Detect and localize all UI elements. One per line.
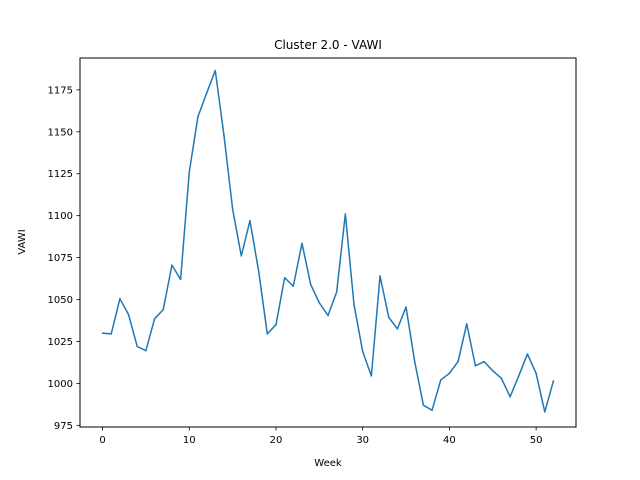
x-tick-label: 30 (356, 435, 369, 446)
x-axis-label: Week (314, 458, 342, 469)
x-tick-label: 0 (99, 435, 105, 446)
data-point (457, 360, 459, 363)
data-point (552, 380, 555, 382)
y-tick-label: 1000 (48, 379, 73, 390)
data-point (422, 404, 425, 406)
data-point (197, 115, 199, 118)
data-point (153, 318, 156, 320)
data-point (448, 372, 451, 375)
data-point (127, 313, 130, 316)
data-point (526, 353, 529, 355)
data-point (223, 134, 225, 136)
data-point (413, 360, 416, 363)
data-point (266, 333, 269, 335)
data-point (101, 332, 104, 334)
data-point (171, 264, 173, 266)
x-tick-label: 20 (270, 435, 283, 446)
plot-frame (79, 57, 577, 428)
data-point (214, 69, 217, 72)
data-point (249, 219, 251, 222)
data-point (292, 285, 295, 287)
data-point (474, 365, 477, 367)
data-point (500, 377, 503, 380)
y-tick-label: 1175 (48, 85, 73, 96)
data-point (431, 409, 433, 411)
data-point (318, 302, 321, 304)
x-tick-label: 10 (183, 435, 196, 446)
chart-title: Cluster 2.0 - VAWI (274, 38, 382, 52)
data-point (301, 242, 303, 245)
data-point (544, 411, 546, 413)
data-point (110, 333, 112, 335)
x-axis: 0 10 20 30 40 50 (99, 427, 542, 446)
y-tick-label: 1075 (48, 253, 73, 264)
data-point (231, 208, 234, 210)
data-point (145, 349, 147, 352)
data-point (335, 291, 338, 293)
data-point (483, 360, 485, 363)
data-point (283, 276, 286, 279)
y-axis: 975 1000 1025 1050 1075 1100 1125 1150 1175 (48, 85, 80, 432)
y-axis-label: VAWI (17, 229, 28, 254)
data-point (162, 308, 164, 311)
data-point (179, 278, 182, 281)
series-layer (101, 69, 555, 413)
data-point (396, 328, 399, 330)
data-point (119, 297, 121, 300)
data-point (361, 350, 364, 353)
y-tick-label: 975 (54, 421, 73, 432)
data-point (387, 316, 390, 318)
data-point (344, 213, 347, 215)
data-point (509, 396, 511, 398)
data-point (136, 345, 138, 348)
data-point (353, 303, 355, 306)
data-point (240, 255, 243, 257)
y-tick-label: 1100 (48, 211, 73, 222)
data-point (327, 314, 329, 317)
data-point (405, 306, 407, 308)
data-point (309, 283, 312, 286)
y-tick-label: 1150 (48, 127, 73, 138)
data-point (465, 323, 468, 325)
y-tick-label: 1025 (48, 337, 73, 348)
y-tick-label: 1050 (48, 295, 73, 306)
data-point (275, 323, 277, 326)
data-point (535, 372, 537, 375)
data-point (379, 275, 381, 277)
x-tick-label: 40 (443, 435, 456, 446)
data-point (205, 92, 208, 94)
y-tick-label: 1125 (48, 169, 73, 180)
data-point (492, 370, 494, 372)
data-point (518, 375, 520, 377)
data-point (257, 270, 260, 272)
data-point (370, 375, 373, 377)
data-point (439, 379, 442, 381)
x-tick-label: 50 (530, 435, 543, 446)
data-point (188, 171, 191, 173)
